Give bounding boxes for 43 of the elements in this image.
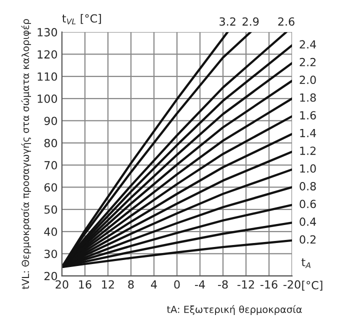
x-tick-label: -20 (283, 280, 300, 289)
series-label: 1.6 (300, 111, 316, 120)
x-tick-label: 8 (128, 280, 134, 289)
series-label: 0.8 (300, 182, 316, 190)
y-tick-label: 80 (44, 138, 58, 148)
x-tick-label: -4 (194, 280, 205, 288)
y-tick-label: 110 (38, 72, 58, 81)
series-label: 0.4 (300, 218, 316, 226)
y-axis-title: tVL: Θερμοκρασία προσαγωγής στα σώματα καλοριφέρ (21, 19, 32, 290)
x-axis-title: tA: Εξωτερική θερμοκρασία (166, 305, 302, 315)
series-label: 2.2 (300, 58, 316, 66)
y-tick-label: 90 (44, 116, 58, 126)
series-label: 2.6 (278, 17, 294, 26)
series-label: 1.4 (300, 128, 316, 138)
text: t$_{VL}$ [°C] (62, 14, 101, 24)
series-label: 2.9 (242, 17, 259, 26)
y-tick-label: 60 (44, 183, 58, 192)
series-label: 2.0 (300, 76, 316, 84)
x-tick-label: 0 (174, 280, 180, 289)
text: t$_{A}$ (302, 258, 310, 268)
y-tick-label: 50 (44, 205, 58, 214)
series-label: 1.0 (300, 164, 316, 173)
x-tick-label: -16 (260, 280, 278, 289)
series-label: 2.4 (300, 40, 316, 48)
series-label: 0.6 (300, 200, 316, 208)
x-tick-label: -12 (237, 280, 254, 288)
series-label: 3.2 (220, 17, 236, 26)
x-tick-label: 16 (79, 280, 92, 289)
x-tick-label: 12 (102, 280, 114, 288)
series-label: 1.8 (300, 93, 316, 102)
x-tick-label: 20 (56, 280, 68, 289)
x-tick-label: 4 (150, 280, 157, 288)
y-tick-label: 100 (38, 94, 58, 103)
y-tick-label: 70 (44, 161, 58, 170)
y-tick-label: 130 (38, 28, 58, 36)
y-tick-label: 120 (38, 50, 58, 59)
y-tick-label: 40 (44, 228, 58, 236)
text: [°C] (302, 280, 322, 291)
x-tick-label: -8 (218, 280, 228, 289)
y-tick-label: 30 (44, 250, 58, 258)
series-label: 0.2 (300, 235, 316, 244)
y-tick-label: 20 (44, 272, 58, 280)
series-label: 1.2 (300, 146, 316, 155)
